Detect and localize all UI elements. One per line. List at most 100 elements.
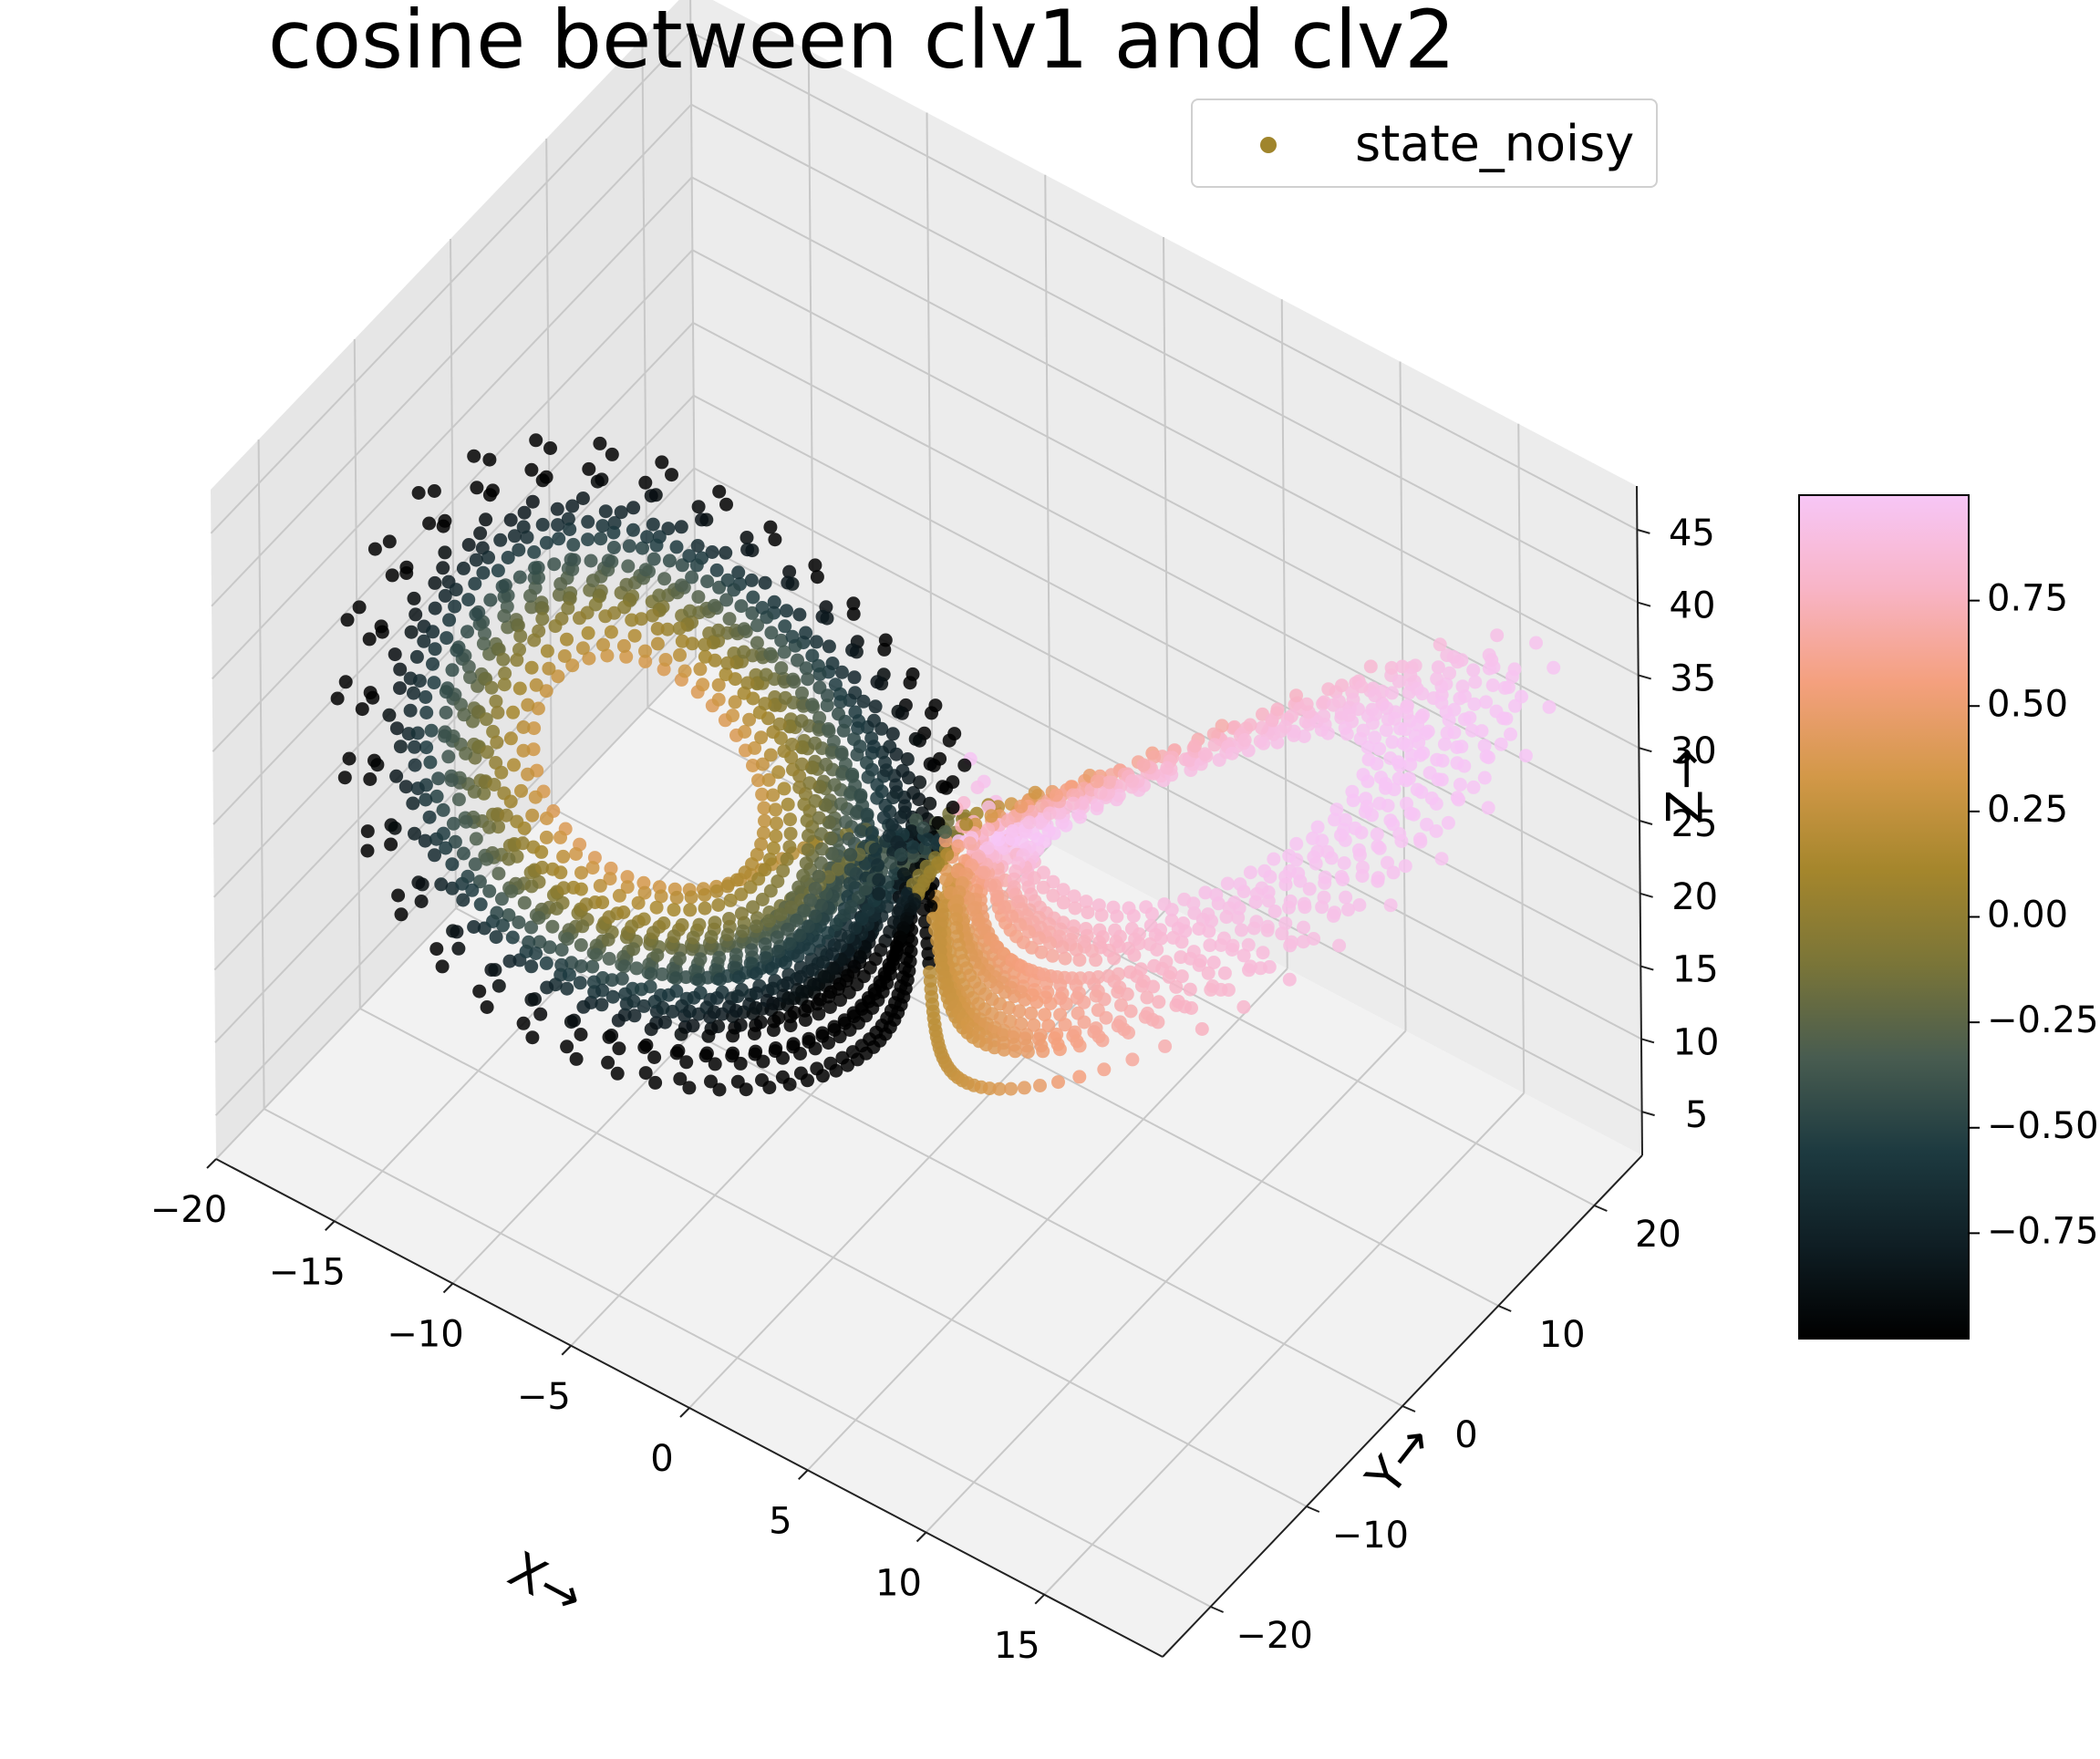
scatter-point: [576, 999, 591, 1014]
scatter-point: [1282, 900, 1296, 915]
x-tick-label: −15: [269, 1251, 346, 1293]
scatter-point: [762, 853, 777, 866]
scatter-point: [722, 612, 737, 626]
scatter-point: [524, 879, 539, 894]
scatter-point: [827, 1019, 842, 1034]
scatter-point: [617, 959, 632, 974]
scatter-point: [1022, 815, 1037, 830]
scatter-point: [1446, 650, 1461, 664]
scatter-point: [1282, 848, 1297, 863]
scatter-point: [585, 574, 600, 588]
scatter-point: [1158, 1039, 1173, 1053]
scatter-point: [631, 895, 646, 910]
scatter-point: [1174, 950, 1188, 965]
y-tick-mark: [1210, 1606, 1224, 1613]
scatter-point: [1447, 702, 1462, 717]
scatter-point: [835, 767, 850, 781]
scatter-point: [644, 967, 658, 981]
scatter-point: [852, 714, 866, 729]
x-tick-mark: [561, 1345, 572, 1356]
scatter-point: [540, 644, 554, 658]
scatter-point: [750, 919, 764, 934]
scatter-point: [1090, 798, 1104, 812]
scatter-point: [1434, 772, 1449, 787]
scatter-point: [1443, 666, 1456, 680]
scatter-point: [1403, 758, 1418, 771]
scatter-point: [1309, 856, 1323, 871]
scatter-point: [1197, 747, 1212, 761]
scatter-point: [446, 816, 460, 831]
scatter-point: [1025, 964, 1040, 978]
scatter-point: [598, 504, 613, 519]
scatter-point: [1066, 796, 1081, 811]
scatter-point: [1147, 958, 1162, 973]
scatter-point: [1372, 841, 1387, 855]
scatter-point: [552, 532, 566, 546]
scatter-point: [1102, 775, 1116, 790]
scatter-point: [970, 781, 985, 794]
scatter-point: [742, 712, 757, 727]
scatter-point: [669, 890, 684, 905]
scatter-point: [777, 781, 791, 796]
scatter-point: [669, 540, 684, 554]
scatter-point: [539, 830, 553, 844]
scatter-point: [502, 908, 516, 922]
scatter-point: [601, 554, 616, 568]
scatter-point: [814, 842, 829, 856]
scatter-point: [438, 545, 452, 560]
scatter-point: [1012, 1004, 1027, 1019]
scatter-point: [786, 672, 801, 687]
scatter-point: [756, 826, 771, 840]
scatter-point: [553, 865, 568, 880]
scatter-point: [448, 834, 462, 849]
scatter-point: [747, 1027, 761, 1041]
scatter-point: [590, 474, 605, 489]
scatter-point: [1289, 688, 1303, 703]
scatter-point: [822, 639, 836, 654]
scatter-point: [833, 977, 847, 991]
scatter-point: [439, 685, 453, 699]
scatter-point: [916, 821, 930, 835]
grid-line-z: [691, 249, 1640, 750]
scatter-point: [942, 733, 957, 748]
scatter-point: [574, 865, 588, 880]
scatter-point: [551, 669, 565, 684]
scatter-point: [527, 721, 542, 736]
scatter-point: [534, 844, 549, 859]
scatter-point: [769, 1041, 783, 1055]
scatter-point: [879, 763, 894, 778]
scatter-point: [408, 758, 422, 772]
scatter-point: [360, 824, 375, 839]
scatter-point: [698, 901, 712, 916]
scatter-point: [1336, 873, 1350, 886]
scatter-point: [991, 833, 1006, 847]
scatter-point: [569, 847, 584, 861]
scatter-point: [759, 667, 773, 682]
scatter-point: [419, 706, 434, 719]
scatter-point: [644, 1022, 658, 1037]
scatter-point: [579, 897, 594, 912]
scatter-point: [601, 1055, 616, 1070]
scatter-point: [550, 502, 564, 516]
scatter-point: [926, 911, 940, 926]
scatter-point: [459, 746, 473, 761]
scatter-point: [393, 681, 407, 696]
scatter-point: [644, 489, 658, 503]
scatter-point: [1394, 833, 1409, 848]
scatter-point: [833, 797, 848, 812]
scatter-point: [581, 533, 595, 547]
scatter-point: [616, 638, 631, 653]
scatter-point: [1429, 796, 1443, 811]
scatter-point: [1217, 966, 1232, 980]
scatter-point: [1369, 707, 1382, 721]
scatter-point: [535, 860, 549, 874]
y-tick-label: −10: [1332, 1515, 1409, 1557]
scatter-point: [362, 632, 377, 647]
scatter-point: [431, 771, 446, 786]
scatter-point: [778, 690, 792, 705]
scatter-point: [1093, 785, 1108, 800]
scatter-point: [1136, 758, 1151, 772]
scatter-point: [771, 944, 786, 958]
scatter-point: [616, 905, 631, 919]
scatter-point: [709, 563, 724, 577]
